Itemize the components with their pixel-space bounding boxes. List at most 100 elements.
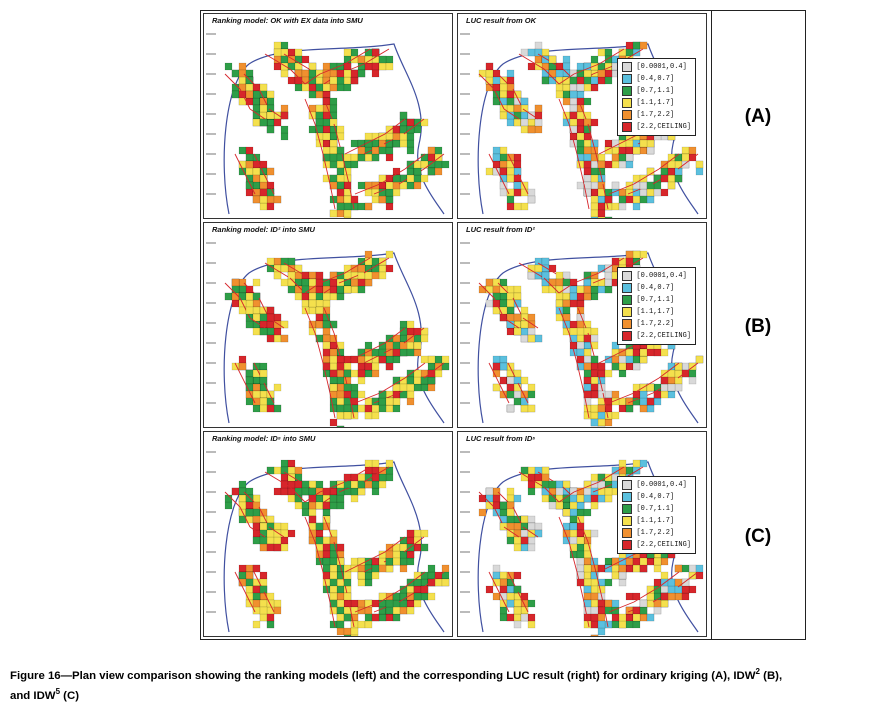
grid-block bbox=[611, 390, 620, 399]
grid-block bbox=[385, 195, 394, 204]
grid-block bbox=[611, 355, 620, 364]
grid-block bbox=[520, 327, 529, 336]
grid-block bbox=[406, 118, 415, 127]
pit-boundary-line bbox=[477, 461, 699, 633]
grid-block bbox=[604, 369, 613, 378]
grid-block bbox=[590, 209, 599, 218]
grid-block bbox=[441, 355, 450, 364]
grid-block bbox=[259, 195, 268, 204]
grid-block bbox=[660, 599, 669, 608]
grid-block bbox=[364, 480, 373, 489]
grid-block bbox=[322, 564, 331, 573]
grid-block bbox=[590, 390, 599, 399]
grid-block bbox=[604, 599, 613, 608]
grid-block bbox=[667, 585, 676, 594]
grid-block bbox=[562, 62, 571, 71]
grid-block bbox=[434, 578, 443, 587]
grid-block bbox=[576, 181, 585, 190]
panel-luc-c: LUC result from ID⁵ [0.0001,0.4] [0.4,0.7… bbox=[457, 431, 707, 637]
grid-block bbox=[259, 90, 268, 99]
grid-block bbox=[357, 564, 366, 573]
grid-block bbox=[385, 557, 394, 566]
grid-block bbox=[427, 571, 436, 580]
grid-block bbox=[252, 390, 261, 399]
grid-block bbox=[329, 550, 338, 559]
grid-block bbox=[597, 160, 606, 169]
legend-swatch bbox=[622, 74, 633, 84]
grid-block bbox=[245, 188, 254, 197]
grid-block bbox=[499, 83, 508, 92]
grid-block bbox=[343, 411, 352, 420]
grid-block bbox=[632, 459, 641, 468]
grid-block bbox=[576, 118, 585, 127]
grid-block bbox=[520, 536, 529, 545]
grid-block bbox=[506, 508, 515, 517]
grid-block bbox=[639, 390, 648, 399]
ore-outline-line bbox=[568, 541, 597, 573]
grid-block bbox=[385, 146, 394, 155]
grid-block bbox=[245, 153, 254, 162]
grid-block bbox=[660, 348, 669, 357]
grid-block bbox=[280, 55, 289, 64]
grid-block bbox=[604, 278, 613, 287]
grid-block bbox=[506, 69, 515, 78]
grid-block bbox=[541, 257, 550, 266]
grid-block bbox=[597, 216, 606, 218]
grid-block bbox=[329, 585, 338, 594]
grid-block bbox=[399, 334, 408, 343]
grid-block bbox=[364, 459, 373, 468]
legend-item: [1.7,2.2] bbox=[622, 109, 691, 121]
grid-block bbox=[399, 543, 408, 552]
grid-block bbox=[273, 606, 282, 615]
grid-block bbox=[674, 564, 683, 573]
grid-block bbox=[506, 97, 515, 106]
grid-block bbox=[604, 188, 613, 197]
grid-block bbox=[625, 355, 634, 364]
grid-block bbox=[322, 543, 331, 552]
grid-block bbox=[506, 299, 515, 308]
plan-map bbox=[206, 242, 450, 427]
grid-block bbox=[534, 104, 543, 113]
grid-block bbox=[674, 362, 683, 371]
grid-block bbox=[343, 613, 352, 622]
grid-block bbox=[541, 480, 550, 489]
grid-block bbox=[527, 466, 536, 475]
grid-block bbox=[392, 550, 401, 559]
grid-block bbox=[492, 487, 501, 496]
grid-block bbox=[266, 125, 275, 134]
grid-block bbox=[583, 578, 592, 587]
grid-block bbox=[434, 355, 443, 364]
grid-block bbox=[604, 271, 613, 280]
grid-block bbox=[294, 48, 303, 57]
grid-block bbox=[583, 341, 592, 350]
grid-block bbox=[499, 376, 508, 385]
grid-block bbox=[371, 69, 380, 78]
grid-block bbox=[625, 250, 634, 259]
grid-block bbox=[420, 543, 429, 552]
grid-block bbox=[583, 355, 592, 364]
grid-block bbox=[583, 292, 592, 301]
grid-block bbox=[315, 90, 324, 99]
grid-block bbox=[618, 578, 627, 587]
grid-block bbox=[639, 599, 648, 608]
grid-block bbox=[322, 327, 331, 336]
ore-outline-line bbox=[404, 153, 445, 170]
grid-block bbox=[280, 320, 289, 329]
grid-block bbox=[597, 209, 606, 218]
grid-block bbox=[378, 404, 387, 413]
grid-block bbox=[336, 578, 345, 587]
grid-block bbox=[492, 278, 501, 287]
grid-block bbox=[590, 557, 599, 566]
grid-block bbox=[322, 348, 331, 357]
grid-block bbox=[336, 543, 345, 552]
grid-block bbox=[322, 508, 331, 517]
grid-block bbox=[350, 557, 359, 566]
grid-block bbox=[259, 181, 268, 190]
grid-block bbox=[583, 494, 592, 503]
ore-outline-line bbox=[384, 118, 425, 135]
grid-block bbox=[639, 181, 648, 190]
grid-block bbox=[350, 494, 359, 503]
grid-block bbox=[506, 285, 515, 294]
grid-block bbox=[492, 355, 501, 364]
grid-block bbox=[513, 397, 522, 406]
